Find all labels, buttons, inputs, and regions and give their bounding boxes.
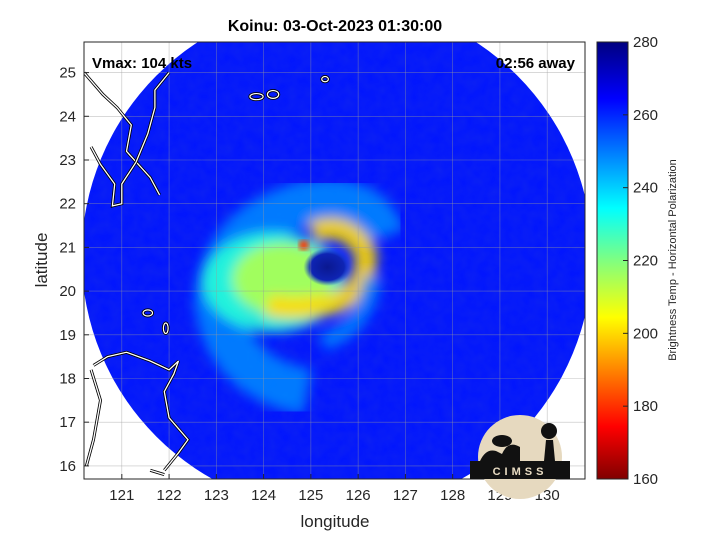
y-tick-label: 19: [59, 327, 76, 344]
island-2: [321, 75, 329, 83]
island-1: [266, 89, 280, 99]
cimss-logo: CIMSS: [470, 415, 570, 499]
x-tick-label: 125: [298, 487, 323, 504]
colorbar-label: Brightness Temp - Horizontal Polarizatio…: [667, 159, 679, 361]
eyewall-ring: [264, 217, 377, 319]
x-tick-label: 128: [440, 487, 465, 504]
y-tick-label: 17: [59, 414, 76, 431]
coast-taiwan-0: [84, 72, 161, 196]
island-0: [249, 92, 264, 101]
colorbar-tick-label: 280: [633, 34, 658, 51]
x-tick-labels: 121 122 123 124 125 126 127 128 129 130: [109, 487, 559, 504]
storm-eye: [303, 248, 352, 287]
island-3: [142, 309, 154, 317]
coast-luzon-2: [150, 469, 165, 476]
colorbar: [597, 42, 628, 479]
island-4: [162, 322, 169, 335]
y-axis-label: latitude: [32, 233, 51, 288]
brightness-temp-field: [84, 42, 585, 479]
colorbar-tick-label: 160: [633, 471, 658, 488]
y-tick-label: 18: [59, 370, 76, 387]
y-tick-label: 20: [59, 283, 76, 300]
y-tick-label: 22: [59, 196, 76, 213]
colorbar-tick-label: 260: [633, 107, 658, 124]
y-tick-label: 25: [59, 65, 76, 82]
x-tick-label: 122: [157, 487, 182, 504]
eyewall-min-spot: [298, 240, 309, 251]
x-tick-label: 127: [393, 487, 418, 504]
chart-title: Koinu: 03-Oct-2023 01:30:00: [228, 18, 442, 35]
colorbar-tick-label: 240: [633, 180, 658, 197]
x-tick-label: 126: [346, 487, 371, 504]
colorbar-tick-label: 200: [633, 325, 658, 342]
logo-text: CIMSS: [493, 466, 548, 478]
x-tick-label: 121: [109, 487, 134, 504]
coastlines: [84, 71, 330, 477]
colorbar-ticks: 160 180 200 220 240 260 280: [623, 34, 658, 488]
coast-luzon-1: [85, 369, 102, 467]
coast-luzon-0: [93, 351, 189, 471]
x-tick-label: 124: [251, 487, 276, 504]
colorbar-tick-label: 180: [633, 398, 658, 415]
y-tick-marks: [84, 72, 89, 467]
plot-area: [84, 42, 585, 479]
y-tick-label: 24: [59, 108, 76, 125]
y-tick-labels: 16 17 18 19 20 21 22 23 24 25: [59, 65, 76, 475]
y-tick-label: 23: [59, 152, 76, 169]
x-tick-label: 123: [204, 487, 229, 504]
x-axis-label: longitude: [300, 512, 369, 531]
rainband-east: [319, 275, 382, 351]
axes-frame: [83, 41, 586, 480]
y-tick-label: 16: [59, 458, 76, 475]
colorbar-tick-label: 220: [633, 253, 658, 270]
vmax-annotation: Vmax: 104 kts: [92, 55, 192, 72]
y-tick-label: 21: [59, 239, 76, 256]
coast-taiwan-1: [90, 72, 170, 207]
time-away-annotation: 02:56 away: [496, 55, 576, 72]
